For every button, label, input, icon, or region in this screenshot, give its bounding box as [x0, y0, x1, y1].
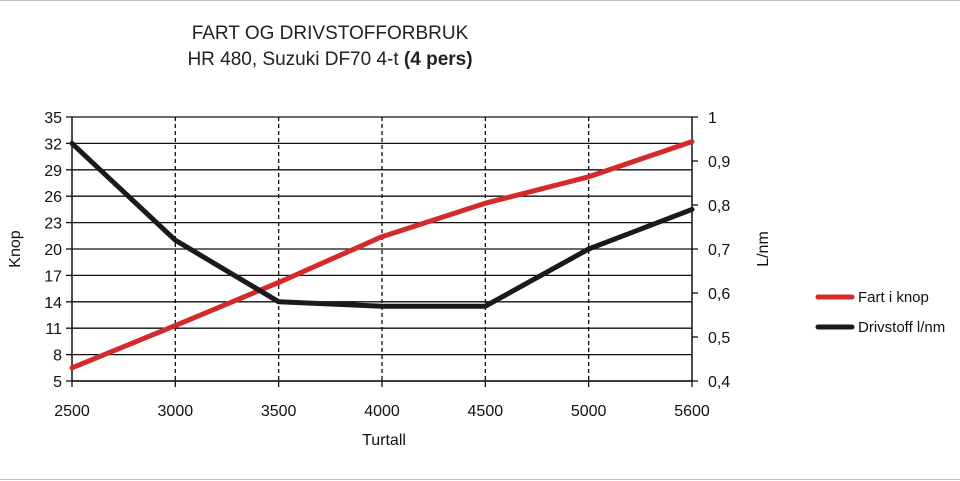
y-left-tick-label: 32 [44, 136, 62, 153]
y-left-tick-label: 5 [53, 374, 62, 391]
series-lines [69, 139, 695, 371]
series-line-drivstoff [69, 140, 695, 309]
y-right-tick-label: 0,9 [708, 154, 730, 171]
x-tick-label: 3000 [158, 403, 194, 420]
chart-subtitle-bold: (4 pers) [404, 49, 473, 70]
x-tick-label: 4500 [468, 403, 504, 420]
series-line-fart [69, 139, 695, 371]
x-tick-label: 4000 [364, 403, 400, 420]
x-axis-label: Turtall [362, 432, 406, 449]
y-left-tick-label: 8 [53, 348, 62, 365]
tick-labels: 35 32 29 26 23 20 17 14 11 8 5 2500 3000 3500 4000 4500… [44, 110, 730, 420]
y-axis-left-label: Knop [7, 230, 24, 267]
y-right-tick-label: 0,8 [708, 198, 730, 215]
legend: Fart i knop Drivstoff l/nm [815, 289, 945, 336]
y-left-tick-label: 29 [44, 163, 62, 180]
axes [66, 116, 698, 387]
y-left-tick-label: 17 [44, 268, 62, 285]
y-right-tick-label: 1 [708, 110, 717, 127]
chart-subtitle-text: HR 480, Suzuki DF70 4-t [187, 49, 403, 70]
chart-subtitle: HR 480, Suzuki DF70 4-t (4 pers) [187, 49, 472, 70]
x-tick-label: 5600 [674, 403, 710, 420]
x-tick-label: 5000 [571, 403, 607, 420]
y-right-tick-label: 0,5 [708, 330, 730, 347]
legend-label: Fart i knop [858, 289, 929, 306]
y-left-tick-label: 20 [44, 242, 62, 259]
y-right-tick-label: 0,7 [708, 242, 730, 259]
y-left-tick-label: 35 [44, 110, 62, 127]
x-tick-label: 2500 [54, 403, 90, 420]
y-left-tick-label: 11 [45, 321, 62, 338]
y-left-tick-label: 23 [44, 216, 62, 233]
legend-label: Drivstoff l/nm [858, 319, 945, 336]
chart-title: FART OG DRIVSTOFFORBRUK [192, 23, 469, 44]
y-right-tick-label: 0,6 [708, 286, 730, 303]
y-right-tick-label: 0,4 [708, 374, 730, 391]
grid [72, 116, 692, 382]
x-tick-label: 3500 [261, 403, 297, 420]
y-axis-right-label: L/nm [755, 231, 772, 267]
y-left-tick-label: 14 [44, 295, 62, 312]
y-left-tick-label: 26 [44, 189, 62, 206]
